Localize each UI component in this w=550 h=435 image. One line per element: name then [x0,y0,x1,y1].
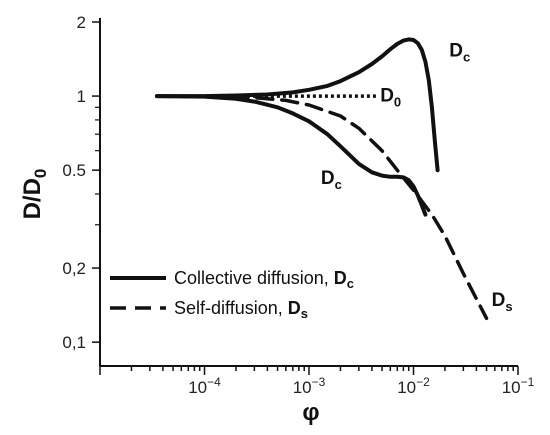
legend-entry-label: Collective diffusion, Dc [174,268,354,291]
series-dashed-curve [155,94,489,321]
x-axis-title: φ [302,399,319,426]
curve-label: Dc [449,40,470,64]
curve-labels: Dc D0 Dc Ds [321,40,513,314]
curve-label: Dc [321,168,342,192]
legend-entry-label: Self-diffusion, Ds [174,298,308,321]
y-tick-label: 0,1 [62,333,86,352]
legend: Collective diffusion, Dc Self-diffusion, … [110,268,354,321]
y-tick-label: 1 [77,87,86,106]
series-solid-curve [154,37,440,173]
y-tick-label: 2 [77,13,86,32]
x-tick-label: 10−3 [293,375,326,397]
curve-label: D0 [380,86,401,110]
y-tick-label: 0.5 [62,161,86,180]
x-tick-label: 10−4 [188,375,221,397]
series-solid-curve [154,94,428,217]
curves [154,37,489,321]
y-tick-label: 0,2 [62,259,86,278]
x-tick-label: 10−1 [502,375,535,397]
curve-label: Ds [492,290,513,314]
y-axis-title: D/D0 [19,169,50,220]
axes: 10−4 10−3 10−2 10−1 2 1 0.5 0,2 0,1 φ D/D0 [19,13,535,426]
x-tick-label: 10−2 [397,375,430,397]
